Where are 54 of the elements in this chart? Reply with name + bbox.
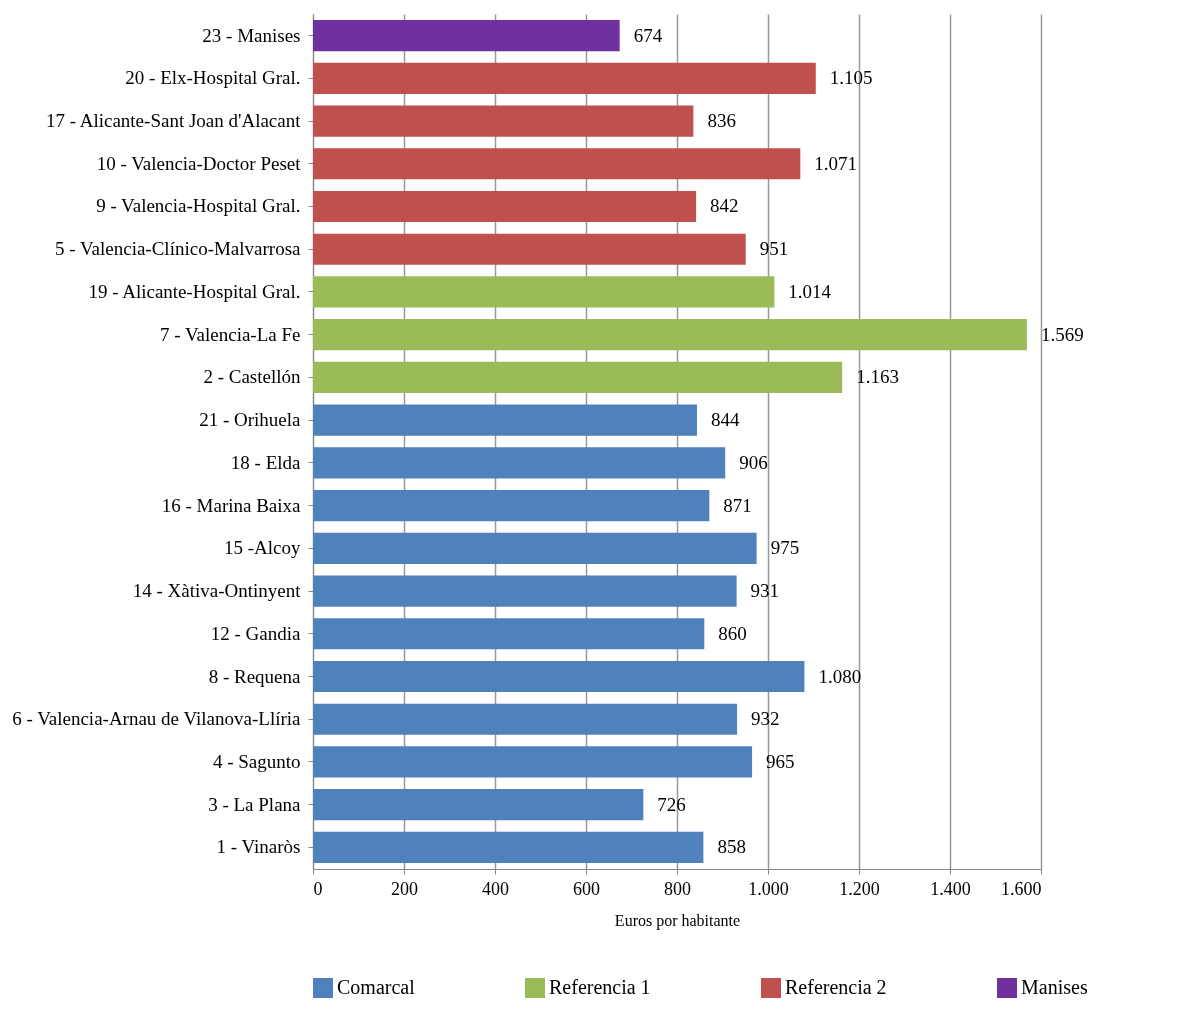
data-label: 858: [717, 836, 746, 858]
y-tick-label: 6 - Valencia-Arnau de Vilanova-Llíria: [12, 708, 302, 730]
data-label: 842: [710, 195, 739, 217]
y-tick-label: 5 - Valencia-Clínico-Malvarrosa: [54, 238, 302, 260]
legend-label: Manises: [1021, 976, 1088, 998]
x-tick-label: 1.600: [1001, 878, 1042, 899]
y-tick-label: 21 - Orihuela: [199, 409, 302, 431]
y-tick-label: 18 - Elda: [230, 451, 302, 473]
y-tick-label: 14 - Xàtiva-Ontinyent: [132, 580, 302, 602]
x-axis-title: Euros por habitante: [614, 911, 741, 930]
x-tick-label: 800: [664, 878, 691, 899]
data-label: 931: [750, 580, 780, 602]
y-tick-label: 17 - Alicante-Sant Joan d'Alacant: [45, 110, 302, 132]
data-label: 965: [766, 750, 795, 772]
x-tick-label: 200: [391, 878, 418, 899]
data-label: 674: [633, 24, 663, 46]
data-label: 1.105: [829, 67, 873, 89]
y-tick-label: 3 - La Plana: [208, 793, 302, 815]
y-tick-label: 9 - Valencia-Hospital Gral.: [96, 195, 301, 217]
data-label: 726: [657, 793, 686, 815]
data-label: 951: [759, 238, 789, 260]
y-tick-label: 10 - Valencia-Doctor Peset: [96, 152, 302, 174]
y-tick-label: 4 - Sagunto: [212, 750, 301, 772]
data-label: 836: [707, 110, 736, 132]
y-tick-label: 8 - Requena: [208, 665, 302, 687]
y-tick-label: 12 - Gandia: [210, 622, 302, 644]
y-tick-label: 16 - Marina Baixa: [161, 494, 302, 516]
x-tick-label: 400: [482, 878, 509, 899]
data-label: 844: [711, 409, 741, 431]
data-label: 1.071: [814, 152, 858, 174]
x-tick-label: 1.400: [930, 878, 971, 899]
y-tick-label: 20 - Elx-Hospital Gral.: [125, 67, 301, 89]
data-label: 1.014: [788, 280, 832, 302]
y-tick-label: 15 -Alcoy: [223, 537, 301, 559]
x-tick-label: 1.000: [748, 878, 789, 899]
data-label: 860: [718, 622, 747, 644]
x-tick-label: 600: [573, 878, 600, 899]
y-tick-label: 7 - Valencia-La Fe: [159, 323, 301, 345]
data-label: 906: [739, 451, 768, 473]
data-label: 1.569: [1040, 323, 1084, 345]
data-label: 975: [770, 537, 800, 559]
y-tick-label: 19 - Alicante-Hospital Gral.: [88, 280, 301, 302]
legend-label: Comarcal: [337, 976, 416, 998]
x-tick-label: 1.200: [839, 878, 880, 899]
y-tick-label: 1 - Vinaròs: [216, 836, 301, 858]
legend-label: Referencia 2: [785, 976, 887, 998]
data-label: 932: [751, 708, 780, 730]
y-tick-label: 23 - Manises: [202, 24, 301, 46]
legend-label: Referencia 1: [549, 976, 651, 998]
data-label: 1.163: [856, 366, 899, 388]
data-label: 871: [723, 494, 752, 516]
data-label: 1.080: [818, 665, 862, 687]
y-tick-label: 2 - Castellón: [203, 366, 301, 388]
x-tick-label: 0: [313, 878, 323, 899]
